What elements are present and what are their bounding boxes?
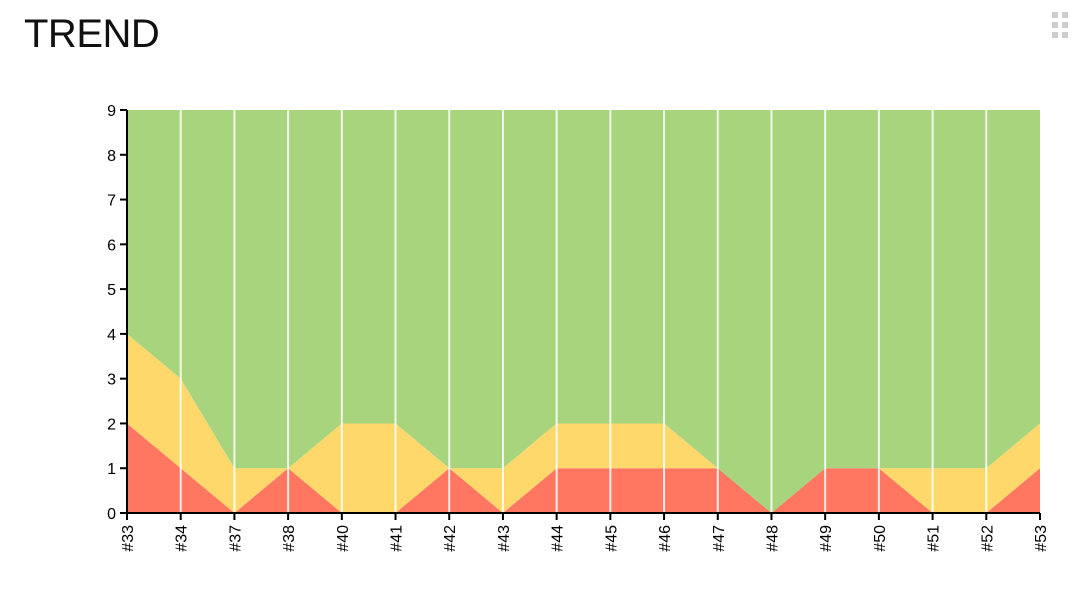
y-tick-label: 7 <box>107 193 116 210</box>
x-tick: #48 <box>764 513 781 552</box>
y-tick-label: 8 <box>107 148 116 165</box>
x-tick: #46 <box>657 513 674 552</box>
x-tick-label: #47 <box>711 525 728 552</box>
y-tick: 2 <box>107 416 127 433</box>
x-tick-label: #49 <box>818 525 835 552</box>
x-tick: #51 <box>926 513 943 552</box>
y-tick: 7 <box>107 193 127 210</box>
x-tick-label: #33 <box>120 525 137 552</box>
y-tick-label: 0 <box>107 506 116 523</box>
drag-handle-icon[interactable] <box>1052 12 1070 38</box>
x-tick-label: #50 <box>872 525 889 552</box>
x-tick-label: #53 <box>1033 525 1050 552</box>
x-tick-label: #45 <box>603 525 620 552</box>
y-tick: 5 <box>107 282 127 299</box>
area-green-series <box>127 110 1040 513</box>
x-tick: #50 <box>872 513 889 552</box>
y-tick: 4 <box>107 327 127 344</box>
x-tick: #53 <box>1033 513 1050 552</box>
chart-title: TREND <box>24 12 160 56</box>
x-tick: #45 <box>603 513 620 552</box>
x-tick-label: #43 <box>496 525 513 552</box>
y-tick-label: 1 <box>107 461 116 478</box>
x-tick: #42 <box>442 513 459 552</box>
y-tick-label: 3 <box>107 372 116 389</box>
x-tick: #33 <box>120 513 137 552</box>
y-tick: 6 <box>107 237 127 254</box>
x-tick: #34 <box>174 513 191 552</box>
x-tick-label: #34 <box>174 525 191 552</box>
y-tick-label: 2 <box>107 416 116 433</box>
x-tick-label: #51 <box>926 525 943 552</box>
x-tick-label: #40 <box>335 525 352 552</box>
x-tick: #41 <box>389 513 406 552</box>
y-tick-label: 6 <box>107 237 116 254</box>
x-tick-label: #37 <box>227 525 244 552</box>
y-tick-label: 9 <box>107 103 116 120</box>
x-tick-label: #38 <box>281 525 298 552</box>
y-tick: 1 <box>107 461 127 478</box>
x-tick: #47 <box>711 513 728 552</box>
x-tick-label: #52 <box>979 525 996 552</box>
x-tick: #49 <box>818 513 835 552</box>
y-tick: 0 <box>107 506 127 523</box>
x-tick: #37 <box>227 513 244 552</box>
y-tick-label: 5 <box>107 282 116 299</box>
x-tick: #52 <box>979 513 996 552</box>
x-tick: #38 <box>281 513 298 552</box>
y-tick-label: 4 <box>107 327 116 344</box>
y-tick: 9 <box>107 103 127 120</box>
x-tick-label: #48 <box>764 525 781 552</box>
y-tick: 3 <box>107 372 127 389</box>
x-tick: #43 <box>496 513 513 552</box>
y-tick: 8 <box>107 148 127 165</box>
x-tick-label: #44 <box>550 525 567 552</box>
x-tick-label: #41 <box>389 525 406 552</box>
x-tick: #40 <box>335 513 352 552</box>
x-tick-label: #46 <box>657 525 674 552</box>
x-tick-label: #42 <box>442 525 459 552</box>
x-tick: #44 <box>550 513 567 552</box>
